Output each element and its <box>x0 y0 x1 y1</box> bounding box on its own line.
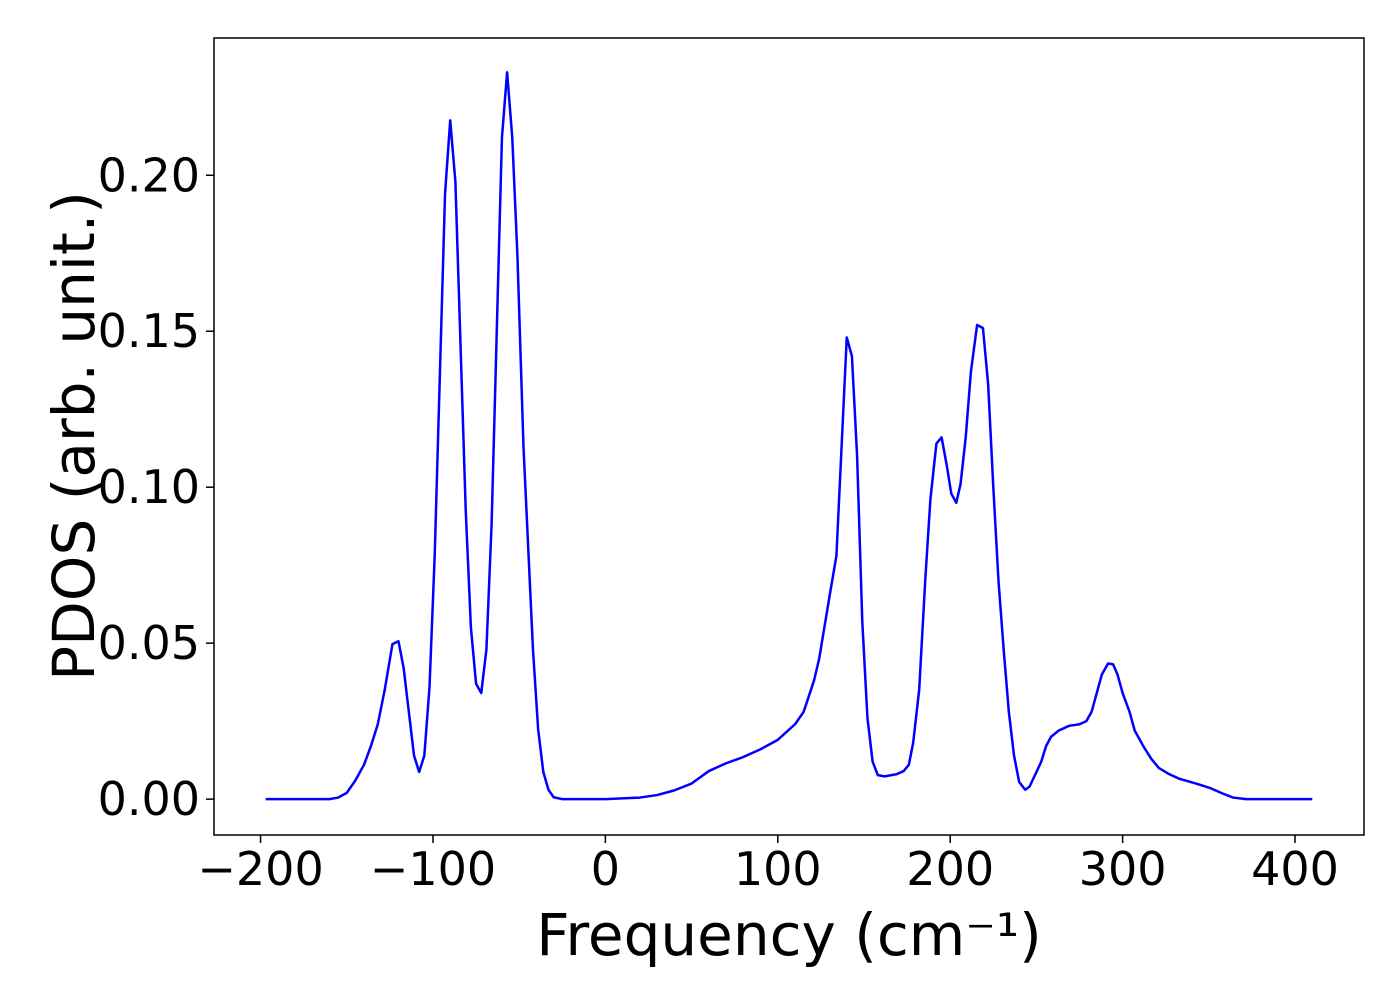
y-tick-label: 0.15 <box>98 304 200 358</box>
plot-frame <box>213 37 1365 836</box>
x-axis-label: Frequency (cm⁻¹) <box>536 901 1042 969</box>
x-tick-label: −200 <box>197 842 323 896</box>
y-axis-label: PDOS (arb. unit.) <box>40 191 108 681</box>
x-tick-label: −100 <box>370 842 496 896</box>
x-tick-label: 0 <box>591 842 620 896</box>
y-tick-label: 0.20 <box>98 148 200 202</box>
y-tick-label: 0.05 <box>98 616 200 670</box>
x-tick-label: 100 <box>734 842 822 896</box>
y-tick-label: 0.10 <box>98 460 200 514</box>
x-tick-label: 400 <box>1251 842 1339 896</box>
y-tick-label: 0.00 <box>98 772 200 826</box>
x-tick-label: 300 <box>1079 842 1167 896</box>
x-tick-label: 200 <box>906 842 994 896</box>
line <box>265 71 1313 801</box>
